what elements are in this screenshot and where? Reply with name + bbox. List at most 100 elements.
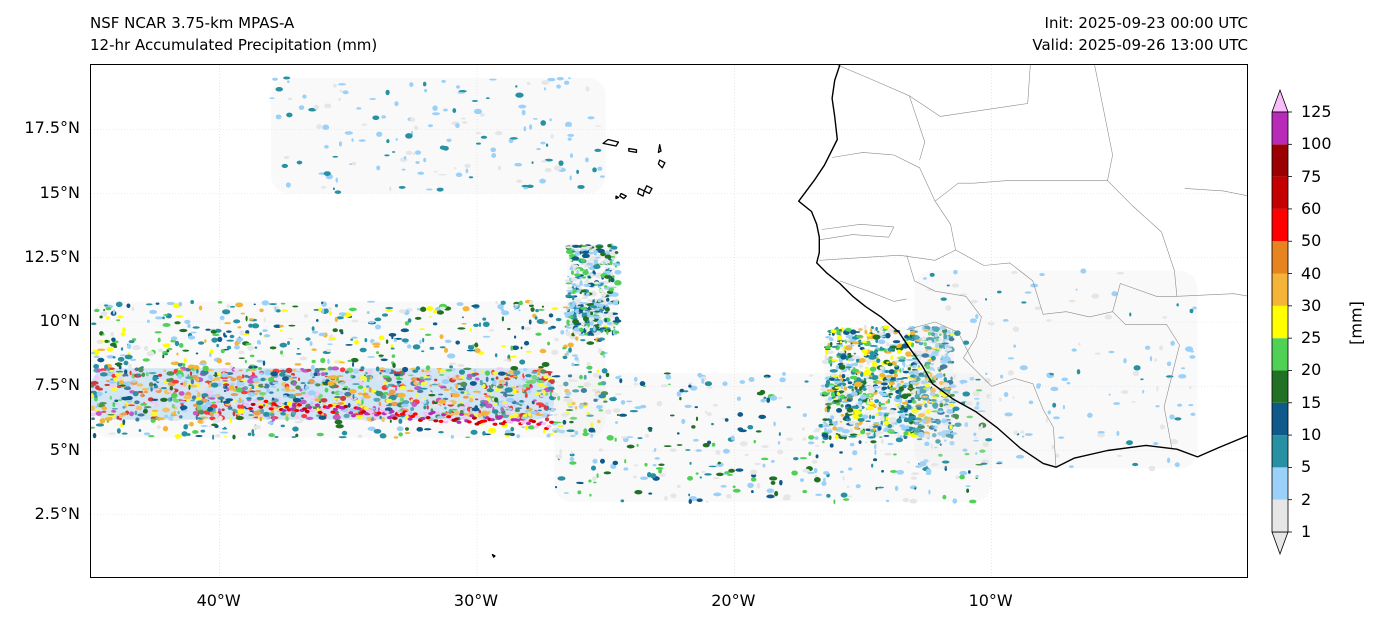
precip-core-cell — [482, 419, 488, 423]
precip-cell — [192, 410, 199, 416]
precip-cell — [95, 423, 105, 427]
precip-cell — [563, 398, 572, 402]
precip-cell — [391, 385, 398, 388]
precip-cell — [91, 351, 96, 355]
precip-cell — [279, 342, 288, 348]
precip-cell — [437, 370, 440, 374]
precip-cell — [446, 138, 452, 143]
precip-cell — [515, 85, 518, 88]
precip-cell — [292, 381, 297, 386]
precip-cell — [688, 499, 692, 504]
precip-core-cell — [330, 410, 336, 414]
precip-cell — [187, 323, 191, 329]
precip-cell — [457, 387, 464, 391]
precip-cell — [213, 376, 222, 381]
precip-cell — [536, 380, 545, 383]
precip-cell — [865, 428, 871, 432]
precip-cell — [374, 324, 382, 330]
precip-cell — [1076, 369, 1081, 375]
precip-cell — [128, 363, 132, 369]
precip-cell — [520, 346, 523, 350]
precip-cell — [396, 380, 402, 384]
precip-cell — [165, 313, 172, 319]
precip-cell — [419, 328, 425, 331]
precip-cell — [300, 382, 306, 385]
precip-cell — [574, 430, 579, 436]
precip-cell — [458, 406, 466, 410]
island-outline — [657, 144, 662, 154]
precip-cell — [416, 374, 421, 378]
precip-cell — [952, 390, 959, 394]
precip-cell — [577, 385, 584, 388]
precip-cell — [604, 275, 612, 279]
precip-cell — [756, 483, 761, 489]
precip-cell — [124, 369, 128, 374]
precip-cell — [899, 435, 903, 438]
precip-cell — [241, 374, 245, 379]
precip-cell — [843, 396, 848, 399]
precip-cell — [423, 405, 427, 410]
precip-cell — [183, 358, 187, 363]
precip-cell — [402, 366, 409, 373]
precip-cell — [684, 404, 692, 408]
precip-cell — [548, 326, 552, 330]
precip-cell — [594, 256, 601, 259]
precip-cell — [103, 304, 109, 307]
precip-cell — [347, 359, 352, 362]
precip-cell — [1181, 367, 1186, 370]
precip-cell — [867, 436, 876, 439]
precip-cell — [777, 396, 783, 400]
precip-cell — [369, 376, 373, 380]
precip-cell — [359, 347, 367, 353]
precip-cell — [613, 326, 616, 329]
precip-cell — [580, 304, 584, 307]
precip-cell — [854, 381, 863, 388]
precip-cell — [457, 91, 466, 94]
precip-cell — [851, 388, 855, 392]
precip-cell — [954, 422, 962, 427]
precip-cell — [581, 276, 587, 279]
colorbar-segment — [1272, 273, 1288, 306]
precip-cell — [338, 329, 344, 333]
precip-cell — [542, 429, 546, 434]
precip-cell — [91, 417, 95, 421]
precip-cell — [597, 166, 603, 171]
precip-cell — [699, 476, 702, 479]
precip-cell — [515, 92, 524, 98]
precip-cell — [1133, 365, 1141, 371]
precip-cell — [170, 361, 180, 366]
precip-cell — [949, 440, 955, 446]
precip-cell — [351, 138, 354, 142]
precip-cell — [890, 377, 895, 381]
precip-core-cell — [466, 420, 472, 424]
precip-cell — [1007, 370, 1014, 376]
precip-cell — [395, 137, 398, 142]
precip-core-cell — [515, 418, 521, 422]
precip-cell — [401, 383, 404, 385]
precip-cell — [975, 452, 978, 455]
precip-cell — [324, 144, 329, 149]
colorbar-segment — [1272, 305, 1288, 339]
precip-cell — [405, 133, 413, 139]
precip-cell — [481, 391, 484, 394]
precip-cell — [182, 349, 190, 352]
precip-cell — [839, 451, 843, 454]
precip-cell — [747, 424, 754, 430]
precip-cell — [165, 404, 171, 408]
lat-tick-label: 2.5°N — [34, 503, 80, 523]
precip-cell — [438, 369, 446, 373]
colorbar-segment — [1272, 435, 1288, 468]
precip-cell — [412, 152, 416, 155]
precip-cell — [577, 184, 585, 189]
precip-cell — [429, 384, 432, 387]
precip-cell — [531, 400, 535, 404]
precip-cell — [190, 378, 195, 385]
precip-cell — [558, 429, 566, 434]
precip-cell — [167, 348, 173, 351]
precip-cell — [285, 182, 291, 188]
precip-cell — [145, 371, 149, 377]
precip-cell — [315, 390, 320, 397]
precip-cell — [826, 405, 831, 410]
precip-cell — [269, 346, 277, 350]
precip-cell — [514, 162, 523, 167]
